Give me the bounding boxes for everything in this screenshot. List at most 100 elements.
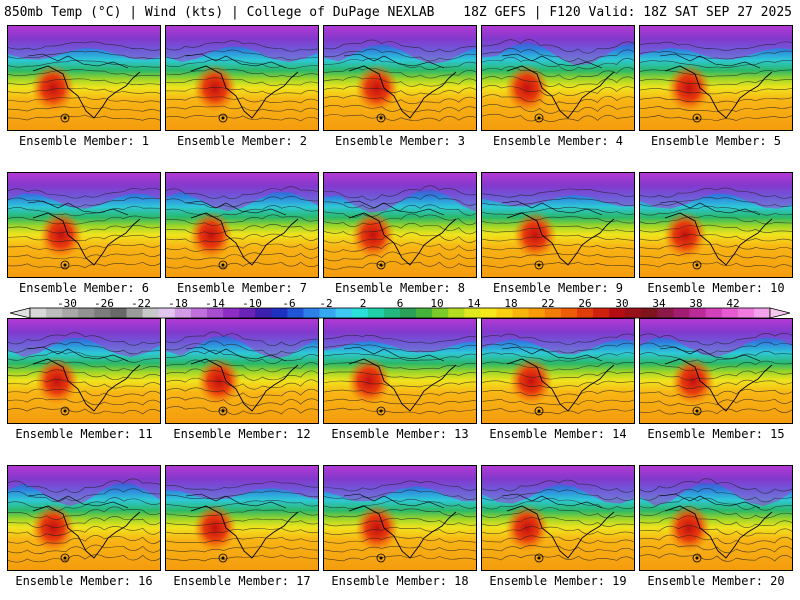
ensemble-map-panel <box>639 465 793 571</box>
ensemble-member-label: Ensemble Member: 20 <box>647 574 785 588</box>
ensemble-member-label: Ensemble Member: 6 <box>18 281 150 295</box>
ensemble-member-label: Ensemble Member: 18 <box>331 574 469 588</box>
colorbar-swatch <box>544 308 562 318</box>
colorbar-swatch <box>448 308 465 318</box>
colorbar-swatch <box>753 308 771 318</box>
ensemble-map-panel <box>7 25 161 131</box>
ensemble-map-panel <box>7 318 161 424</box>
temperature-map <box>8 319 160 423</box>
ensemble-member-label: Ensemble Member: 16 <box>15 574 153 588</box>
temperature-map <box>166 319 318 423</box>
temperature-map <box>166 466 318 570</box>
ensemble-map-panel <box>165 465 319 571</box>
colorbar-tick-label: 2 <box>359 297 367 310</box>
colorbar-swatch <box>641 308 658 318</box>
colorbar-swatch <box>432 308 449 318</box>
colorbar-swatch <box>110 308 127 318</box>
colorbar-tick-label: 10 <box>430 297 444 310</box>
ensemble-member-label: Ensemble Member: 2 <box>176 134 308 148</box>
colorbar-swatch <box>480 308 497 318</box>
colorbar-tick-label: -18 <box>168 297 188 310</box>
temperature-map <box>482 26 634 130</box>
temperature-map <box>166 26 318 130</box>
colorbar-swatch <box>721 308 739 318</box>
colorbar-swatch <box>625 308 642 318</box>
ensemble-member-label: Ensemble Member: 3 <box>334 134 466 148</box>
temperature-map <box>166 173 318 277</box>
colorbar-swatch <box>223 308 240 318</box>
colorbar-tick-label: 26 <box>578 297 592 310</box>
ensemble-member-label: Ensemble Member: 13 <box>331 427 469 441</box>
temperature-map <box>8 466 160 570</box>
ensemble-member-label: Ensemble Member: 9 <box>492 281 624 295</box>
temperature-map <box>324 173 476 277</box>
colorbar-swatch <box>174 308 192 318</box>
ensemble-map-panel <box>7 465 161 571</box>
colorbar-swatch <box>737 308 755 318</box>
ensemble-member-label: Ensemble Member: 11 <box>15 427 153 441</box>
ensemble-member-label: Ensemble Member: 1 <box>18 134 150 148</box>
colorbar-tick-label: 22 <box>541 297 555 310</box>
colorbar-tick-label: 42 <box>726 297 740 310</box>
colorbar-tick-label: -22 <box>131 297 151 310</box>
ensemble-member-label: Ensemble Member: 4 <box>492 134 624 148</box>
colorbar-swatch <box>400 308 417 318</box>
ensemble-map-panel <box>165 318 319 424</box>
temperature-map <box>482 173 634 277</box>
colorbar-swatch <box>287 308 304 318</box>
ensemble-member-label: Ensemble Member: 8 <box>334 281 466 295</box>
ensemble-map-panel <box>481 172 635 278</box>
colorbar-swatch <box>383 308 401 318</box>
colorbar-swatch <box>593 308 610 318</box>
colorbar-swatch <box>560 308 578 318</box>
colorbar-swatch <box>705 308 723 318</box>
colorbar-tick-label: -26 <box>94 297 114 310</box>
ensemble-map-panel <box>481 318 635 424</box>
temperature-map <box>482 319 634 423</box>
temperature-map <box>640 26 792 130</box>
temperature-map <box>640 466 792 570</box>
header-run-info: 18Z GEFS | F120 Valid: 18Z SAT SEP 27 20… <box>463 5 792 20</box>
colorbar-swatch <box>528 308 546 318</box>
colorbar-tick-label: 34 <box>652 297 666 310</box>
colorbar-swatch <box>206 308 224 318</box>
ensemble-map-panel <box>639 25 793 131</box>
colorbar-tick-label: -6 <box>282 297 296 310</box>
temperature-map <box>482 466 634 570</box>
ensemble-map-panel <box>165 25 319 131</box>
colorbar-tick-label: -30 <box>57 297 77 310</box>
colorbar-tick-label: 30 <box>615 297 629 310</box>
colorbar-swatch <box>351 308 369 318</box>
colorbar-swatch <box>158 308 176 318</box>
colorbar-swatch <box>271 308 288 318</box>
colorbar-swatch <box>609 308 626 318</box>
colorbar-tick-label: 38 <box>689 297 703 310</box>
ensemble-member-label: Ensemble Member: 10 <box>647 281 785 295</box>
colorbar-swatch <box>190 308 208 318</box>
ensemble-map-panel <box>323 465 477 571</box>
colorbar-swatch <box>319 308 336 318</box>
colorbar-swatch <box>239 308 256 318</box>
ensemble-map-panel <box>481 25 635 131</box>
temperature-colorbar <box>9 307 791 319</box>
colorbar-swatch <box>62 308 79 318</box>
ensemble-member-label: Ensemble Member: 17 <box>173 574 311 588</box>
colorbar-swatch <box>78 308 95 318</box>
temperature-map <box>324 319 476 423</box>
colorbar-tick-label: -10 <box>242 297 262 310</box>
temperature-map <box>8 173 160 277</box>
colorbar-swatch <box>496 308 513 318</box>
ensemble-member-label: Ensemble Member: 12 <box>173 427 311 441</box>
ensemble-map-panel <box>165 172 319 278</box>
ensemble-map-panel <box>7 172 161 278</box>
colorbar-swatch <box>303 308 320 318</box>
colorbar-swatch <box>367 308 385 318</box>
temperature-map <box>8 26 160 130</box>
colorbar-swatch <box>126 308 143 318</box>
temperature-map <box>324 26 476 130</box>
colorbar-swatch <box>673 308 690 318</box>
temperature-map <box>640 173 792 277</box>
ensemble-member-label: Ensemble Member: 19 <box>489 574 627 588</box>
colorbar-tick-label: -14 <box>205 297 225 310</box>
colorbar-swatch <box>30 308 47 318</box>
